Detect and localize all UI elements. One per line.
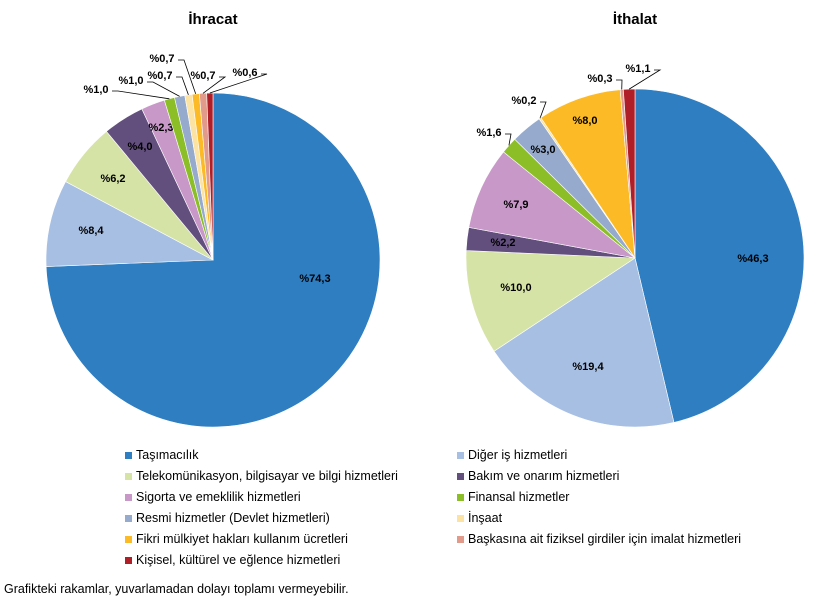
legend-swatch [457, 472, 464, 480]
legend-item: Bakım ve onarım hizmetleri [457, 467, 777, 485]
legend-label: Telekomünikasyon, bilgisayar ve bilgi hi… [136, 469, 398, 483]
legend-item: İnşaat [457, 509, 777, 527]
data-label: %6,2 [100, 173, 125, 185]
data-label: %1,0 [118, 75, 143, 87]
leader-line [112, 90, 170, 100]
legend-item: Fikri mülkiyet hakları kullanım ücretler… [125, 530, 457, 548]
pie-slice [206, 92, 214, 261]
data-label: %1,6 [476, 127, 501, 139]
legend-label: Sigorta ve emeklilik hizmetleri [136, 490, 301, 504]
data-label: %0,2 [511, 95, 536, 107]
pie-slice [465, 250, 636, 352]
data-label: %10,0 [500, 282, 531, 294]
legend-item: Diğer iş hizmetleri [457, 446, 777, 464]
legend-label: Fikri mülkiyet hakları kullanım ücretler… [136, 532, 348, 546]
data-label: %0,7 [190, 70, 215, 82]
legend-swatch [457, 451, 464, 459]
pie-slice [634, 88, 805, 423]
data-label: %1,0 [83, 84, 108, 96]
data-label: %8,4 [78, 225, 104, 237]
leader-line [505, 133, 512, 146]
leader-line [202, 76, 227, 94]
data-label: %3,0 [530, 144, 555, 156]
legend-item: Taşımacılık [125, 446, 457, 464]
data-label: %74,3 [299, 273, 330, 285]
legend-swatch [125, 472, 132, 480]
data-label: %2,3 [148, 122, 173, 134]
leader-line [147, 81, 180, 97]
data-label: %0,6 [232, 67, 257, 79]
data-label: %0,7 [149, 53, 174, 65]
leader-line [209, 73, 268, 94]
legend-label: Bakım ve onarım hizmetleri [468, 469, 620, 483]
legend-swatch [125, 556, 132, 564]
legend-swatch [457, 493, 464, 501]
legend-swatch [125, 451, 132, 459]
leader-line [616, 79, 623, 90]
pie-title: İthalat [613, 11, 657, 28]
pie-title: İhracat [188, 11, 237, 28]
data-label: %0,7 [147, 70, 172, 82]
data-label: %46,3 [737, 253, 768, 265]
leader-line [178, 59, 197, 95]
legend-item: Telekomünikasyon, bilgisayar ve bilgi hi… [125, 467, 457, 485]
legend: Taşımacılık Diğer iş hizmetleri Telekomüni… [125, 446, 785, 569]
legend-swatch [125, 535, 132, 543]
legend-swatch [457, 535, 464, 543]
data-label: %2,2 [490, 237, 515, 249]
legend-label: Finansal hizmetler [468, 490, 570, 504]
legend-item: Finansal hizmetler [457, 488, 777, 506]
legend-swatch [125, 493, 132, 501]
data-label: %8,0 [572, 115, 597, 127]
data-label: %4,0 [127, 141, 152, 153]
legend-item: Başkasına ait fiziksel girdiler için ima… [457, 530, 777, 548]
data-label: %19,4 [572, 361, 604, 373]
leader-line [539, 101, 547, 119]
pie-slice [45, 181, 215, 267]
legend-swatch [457, 514, 464, 522]
legend-item: Sigorta ve emeklilik hizmetleri [125, 488, 457, 506]
legend-label: Kişisel, kültürel ve eğlence hizmetleri [136, 553, 341, 567]
footnote: Grafikteki rakamlar, yuvarlamadan dolayı… [4, 582, 349, 596]
leader-line [628, 69, 662, 90]
legend-label: İnşaat [468, 511, 503, 525]
legend-label: Resmi hizmetler (Devlet hizmetleri) [136, 511, 330, 525]
legend-swatch [125, 514, 132, 522]
legend-item: Resmi hizmetler (Devlet hizmetleri) [125, 509, 457, 527]
data-label: %7,9 [503, 199, 528, 211]
legend-label: Diğer iş hizmetleri [468, 448, 568, 462]
legend-label: Taşımacılık [136, 448, 199, 462]
data-label: %0,3 [587, 73, 612, 85]
data-label: %1,1 [625, 63, 650, 75]
leader-line [176, 76, 189, 95]
pie-slice [493, 257, 675, 428]
legend-label: Başkasına ait fiziksel girdiler için ima… [468, 532, 742, 546]
legend-item: Kişisel, kültürel ve eğlence hizmetleri [125, 551, 457, 569]
